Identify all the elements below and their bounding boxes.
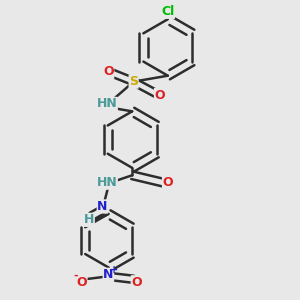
Text: S: S: [129, 75, 138, 88]
Text: O: O: [131, 276, 142, 289]
Text: H: H: [84, 213, 94, 226]
Text: HN: HN: [97, 98, 117, 110]
Text: O: O: [103, 65, 114, 78]
Text: O: O: [154, 88, 165, 101]
Text: -: -: [74, 271, 78, 281]
Text: O: O: [76, 276, 87, 289]
Text: N: N: [103, 268, 114, 281]
Text: O: O: [163, 176, 173, 189]
Text: N: N: [97, 200, 108, 213]
Text: +: +: [110, 265, 118, 275]
Text: HN: HN: [97, 176, 117, 189]
Text: Cl: Cl: [161, 5, 175, 18]
